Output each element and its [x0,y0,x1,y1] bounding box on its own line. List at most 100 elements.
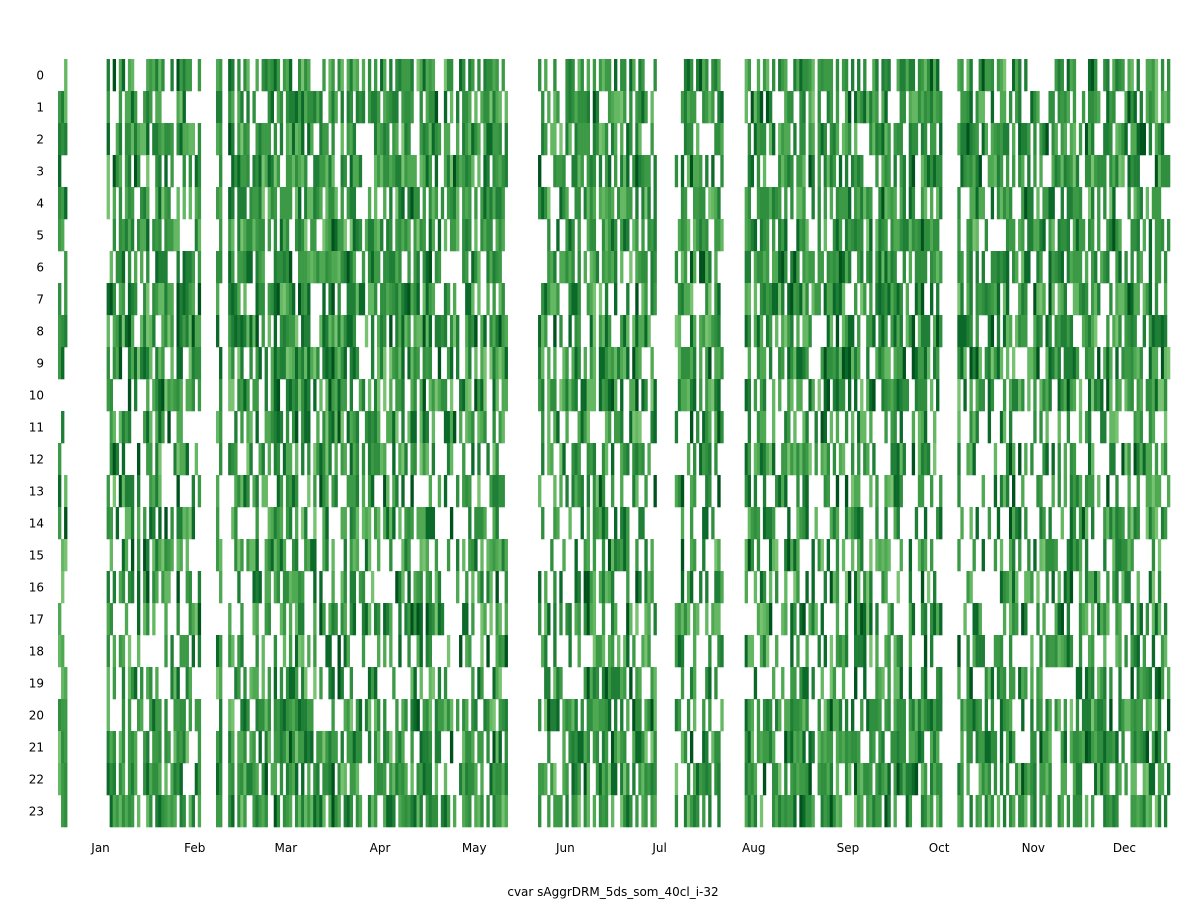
heatmap-cell [130,763,135,796]
heatmap-cell [632,155,636,188]
heatmap-cell [258,155,262,188]
heatmap-cell [975,603,979,636]
heatmap-cell [993,635,998,668]
heatmap-cell [556,91,560,124]
heatmap-cell [1087,731,1092,764]
heatmap-cell [765,187,770,220]
heatmap-cell [246,475,250,508]
heatmap-cell [130,507,135,540]
heatmap-cell [115,347,120,380]
heatmap-cell [407,283,411,316]
heatmap-cell [64,795,68,828]
heatmap-cell [127,315,132,348]
heatmap-cell [699,379,703,412]
heatmap-cell [449,155,454,188]
heatmap-cell [298,59,302,92]
y-tick-label: 22 [29,773,44,787]
heatmap-cell [583,731,587,764]
heatmap-cell [823,475,827,508]
heatmap-cell [1118,539,1122,572]
heatmap-cell [313,443,317,476]
heatmap-cell [920,699,925,732]
heatmap-cell [975,219,979,252]
heatmap-cell [255,667,259,700]
heatmap-cell [799,763,803,796]
heatmap-cell [1157,219,1162,252]
heatmap-cell [1157,699,1162,732]
heatmap-cell [301,379,305,412]
heatmap-cell [486,699,490,732]
heatmap-cell [759,91,764,124]
heatmap-cell [638,699,642,732]
heatmap-cell [322,507,326,540]
heatmap-cell [158,379,162,412]
heatmap-cell [161,795,165,828]
heatmap-cell [282,187,287,220]
heatmap-cell [620,347,624,380]
heatmap-cell [483,379,487,412]
heatmap-cell [1060,91,1064,124]
heatmap-cell [64,283,68,316]
heatmap-cell [987,283,992,316]
heatmap-cell [1081,219,1086,252]
heatmap-cell [875,91,879,124]
heatmap-cell [538,475,542,508]
heatmap-cell [349,251,354,284]
heatmap-cell [1109,379,1113,412]
y-tick-label: 5 [36,229,44,243]
heatmap-cell [291,379,296,412]
heatmap-cell [583,539,587,572]
heatmap-cell [705,507,709,540]
heatmap-cell [361,507,366,540]
heatmap-cell [267,219,271,252]
heatmap-cell [923,635,928,668]
heatmap-cell [787,123,791,156]
heatmap-cell [489,539,493,572]
heatmap-cell [1005,283,1010,316]
heatmap-cell [1151,603,1156,636]
heatmap-cell [127,571,132,604]
heatmap-cell [626,347,630,380]
heatmap-cell [811,731,815,764]
heatmap-cell [1136,571,1140,604]
heatmap-cell [301,763,305,796]
heatmap-cell [744,635,748,668]
heatmap-cell [288,123,293,156]
heatmap-cell [635,123,639,156]
heatmap-cell [711,91,715,124]
heatmap-cell [689,475,694,508]
heatmap-cell [920,443,925,476]
heatmap-cell [383,635,387,668]
heatmap-cell [923,315,928,348]
heatmap-cell [167,123,171,156]
heatmap-cell [164,539,168,572]
heatmap-cell [465,699,469,732]
heatmap-cell [449,731,454,764]
heatmap-cell [936,219,940,252]
x-tick-label: Nov [1022,841,1045,855]
heatmap-cell [847,187,852,220]
heatmap-cell [1045,731,1049,764]
heatmap-cell [692,603,697,636]
heatmap-cell [498,763,502,796]
heatmap-cell [322,155,326,188]
heatmap-cell [249,539,253,572]
heatmap-cell [884,699,888,732]
heatmap-cell [750,731,755,764]
heatmap-cell [705,219,709,252]
heatmap-cell [929,763,934,796]
heatmap-cell [689,507,694,540]
heatmap-cell [577,347,581,380]
heatmap-cell [158,123,162,156]
heatmap-cell [1115,507,1119,540]
heatmap-cell [380,443,384,476]
heatmap-cell [799,379,803,412]
heatmap-cell [844,315,849,348]
heatmap-cell [1127,699,1131,732]
heatmap-cell [1109,347,1113,380]
heatmap-cell [106,315,110,348]
heatmap-cell [410,763,414,796]
heatmap-cell [152,731,156,764]
heatmap-cell [319,123,323,156]
heatmap-cell [832,443,837,476]
